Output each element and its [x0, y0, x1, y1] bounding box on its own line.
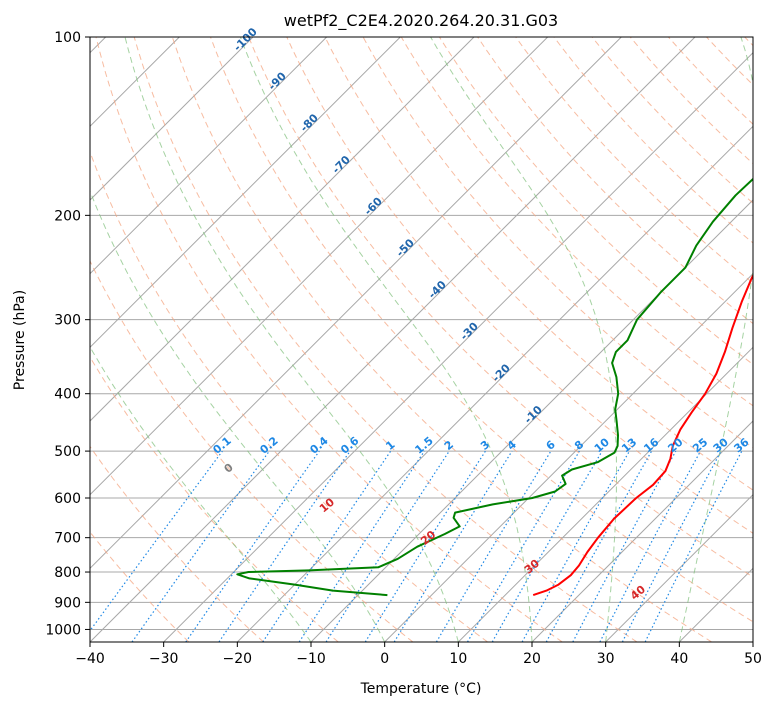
- isotherm--60: [90, 37, 549, 496]
- y-tick-label: 800: [54, 565, 81, 581]
- moist-adiabat: [90, 189, 386, 642]
- mixing-ratio-line: [131, 450, 270, 642]
- y-tick-label: 600: [54, 491, 81, 507]
- dry-adiabat: [90, 259, 414, 642]
- x-tick-label: 10: [449, 651, 467, 667]
- mixing-ratio-line: [393, 450, 513, 642]
- dry-adiabat: [90, 356, 339, 642]
- plot-background: [90, 37, 753, 642]
- x-tick-label: 20: [523, 651, 541, 667]
- plot-frame: [89, 36, 754, 643]
- isotherm-50: [752, 641, 753, 642]
- dry-adiabat: [133, 37, 638, 642]
- mixing-ratio-line: [572, 450, 677, 642]
- mixing-ratio-line: [644, 450, 743, 642]
- moist-adiabat: [430, 37, 617, 642]
- mixing-ratio-line: [262, 450, 392, 642]
- isotherm--30: [163, 51, 753, 642]
- dry-adiabat: [171, 37, 712, 642]
- isotherm-30: [605, 493, 753, 642]
- dry-adiabat: [324, 37, 753, 491]
- dewpoint-profile: [236, 177, 753, 597]
- mixing-ratio-line: [218, 450, 351, 642]
- y-tick-label: 700: [54, 531, 81, 547]
- x-tick-label: 40: [670, 651, 688, 667]
- y-tick-label: 900: [54, 595, 81, 611]
- y-tick-label: 400: [54, 387, 81, 403]
- x-tick-label: −10: [296, 651, 326, 667]
- y-tick-label: 200: [54, 208, 81, 224]
- moist-adiabat: [752, 640, 753, 642]
- x-tick-label: 30: [597, 651, 615, 667]
- x-tick-label: 50: [744, 651, 762, 667]
- y-tick-label: 1000: [45, 622, 81, 638]
- isotherm-20: [531, 420, 753, 642]
- y-axis-title: Pressure (hPa): [12, 290, 28, 390]
- dry-adiabat: [248, 37, 753, 578]
- mixing-ratio-line: [545, 450, 653, 642]
- chart-title: wetPf2_C2E4.2020.264.20.31.G03: [284, 11, 558, 31]
- dry-adiabat: [90, 445, 264, 642]
- pressure-gridlines: [90, 36, 753, 630]
- mixing-ratio-line: [521, 450, 631, 642]
- x-axis-ticks: −40 −30 −20 −10 0 10 20 30 40 50: [75, 642, 762, 667]
- isotherm--70: [90, 37, 475, 422]
- mixing-ratio-line: [90, 450, 223, 632]
- isotherm--100: [90, 37, 254, 201]
- y-axis-ticks: 100 200 300 400 500 600 700 800 900 1000: [45, 30, 90, 638]
- y-tick-label: 300: [54, 313, 81, 329]
- temperature-profile: [532, 273, 753, 597]
- mixing-ratio-line: [298, 450, 425, 642]
- isotherm-10: [457, 346, 753, 642]
- mixing-ratio-line: [185, 450, 320, 642]
- isotherm--40: [90, 37, 696, 642]
- moist-adiabat: [124, 37, 459, 642]
- isotherm--50: [90, 37, 622, 570]
- isotherm--20: [236, 125, 753, 642]
- isotherm--90: [90, 37, 328, 275]
- mixing-ratio-line: [325, 450, 450, 642]
- x-tick-label: 0: [380, 651, 389, 667]
- isotherm-0: [384, 272, 753, 642]
- y-tick-label: 100: [54, 30, 81, 46]
- dry-adiabat: [286, 37, 753, 534]
- moist-adiabat: [90, 345, 312, 642]
- x-tick-label: −40: [75, 651, 105, 667]
- x-axis-title: Temperature (°C): [360, 681, 482, 697]
- y-tick-label: 500: [54, 444, 81, 460]
- moist-adiabat: [678, 37, 753, 642]
- x-tick-label: −20: [223, 651, 253, 667]
- isotherm--80: [90, 37, 401, 349]
- sounding-profiles: [236, 177, 753, 597]
- moist-adiabat: [239, 37, 533, 642]
- x-tick-label: −30: [149, 651, 179, 667]
- dry-adiabat: [95, 37, 563, 642]
